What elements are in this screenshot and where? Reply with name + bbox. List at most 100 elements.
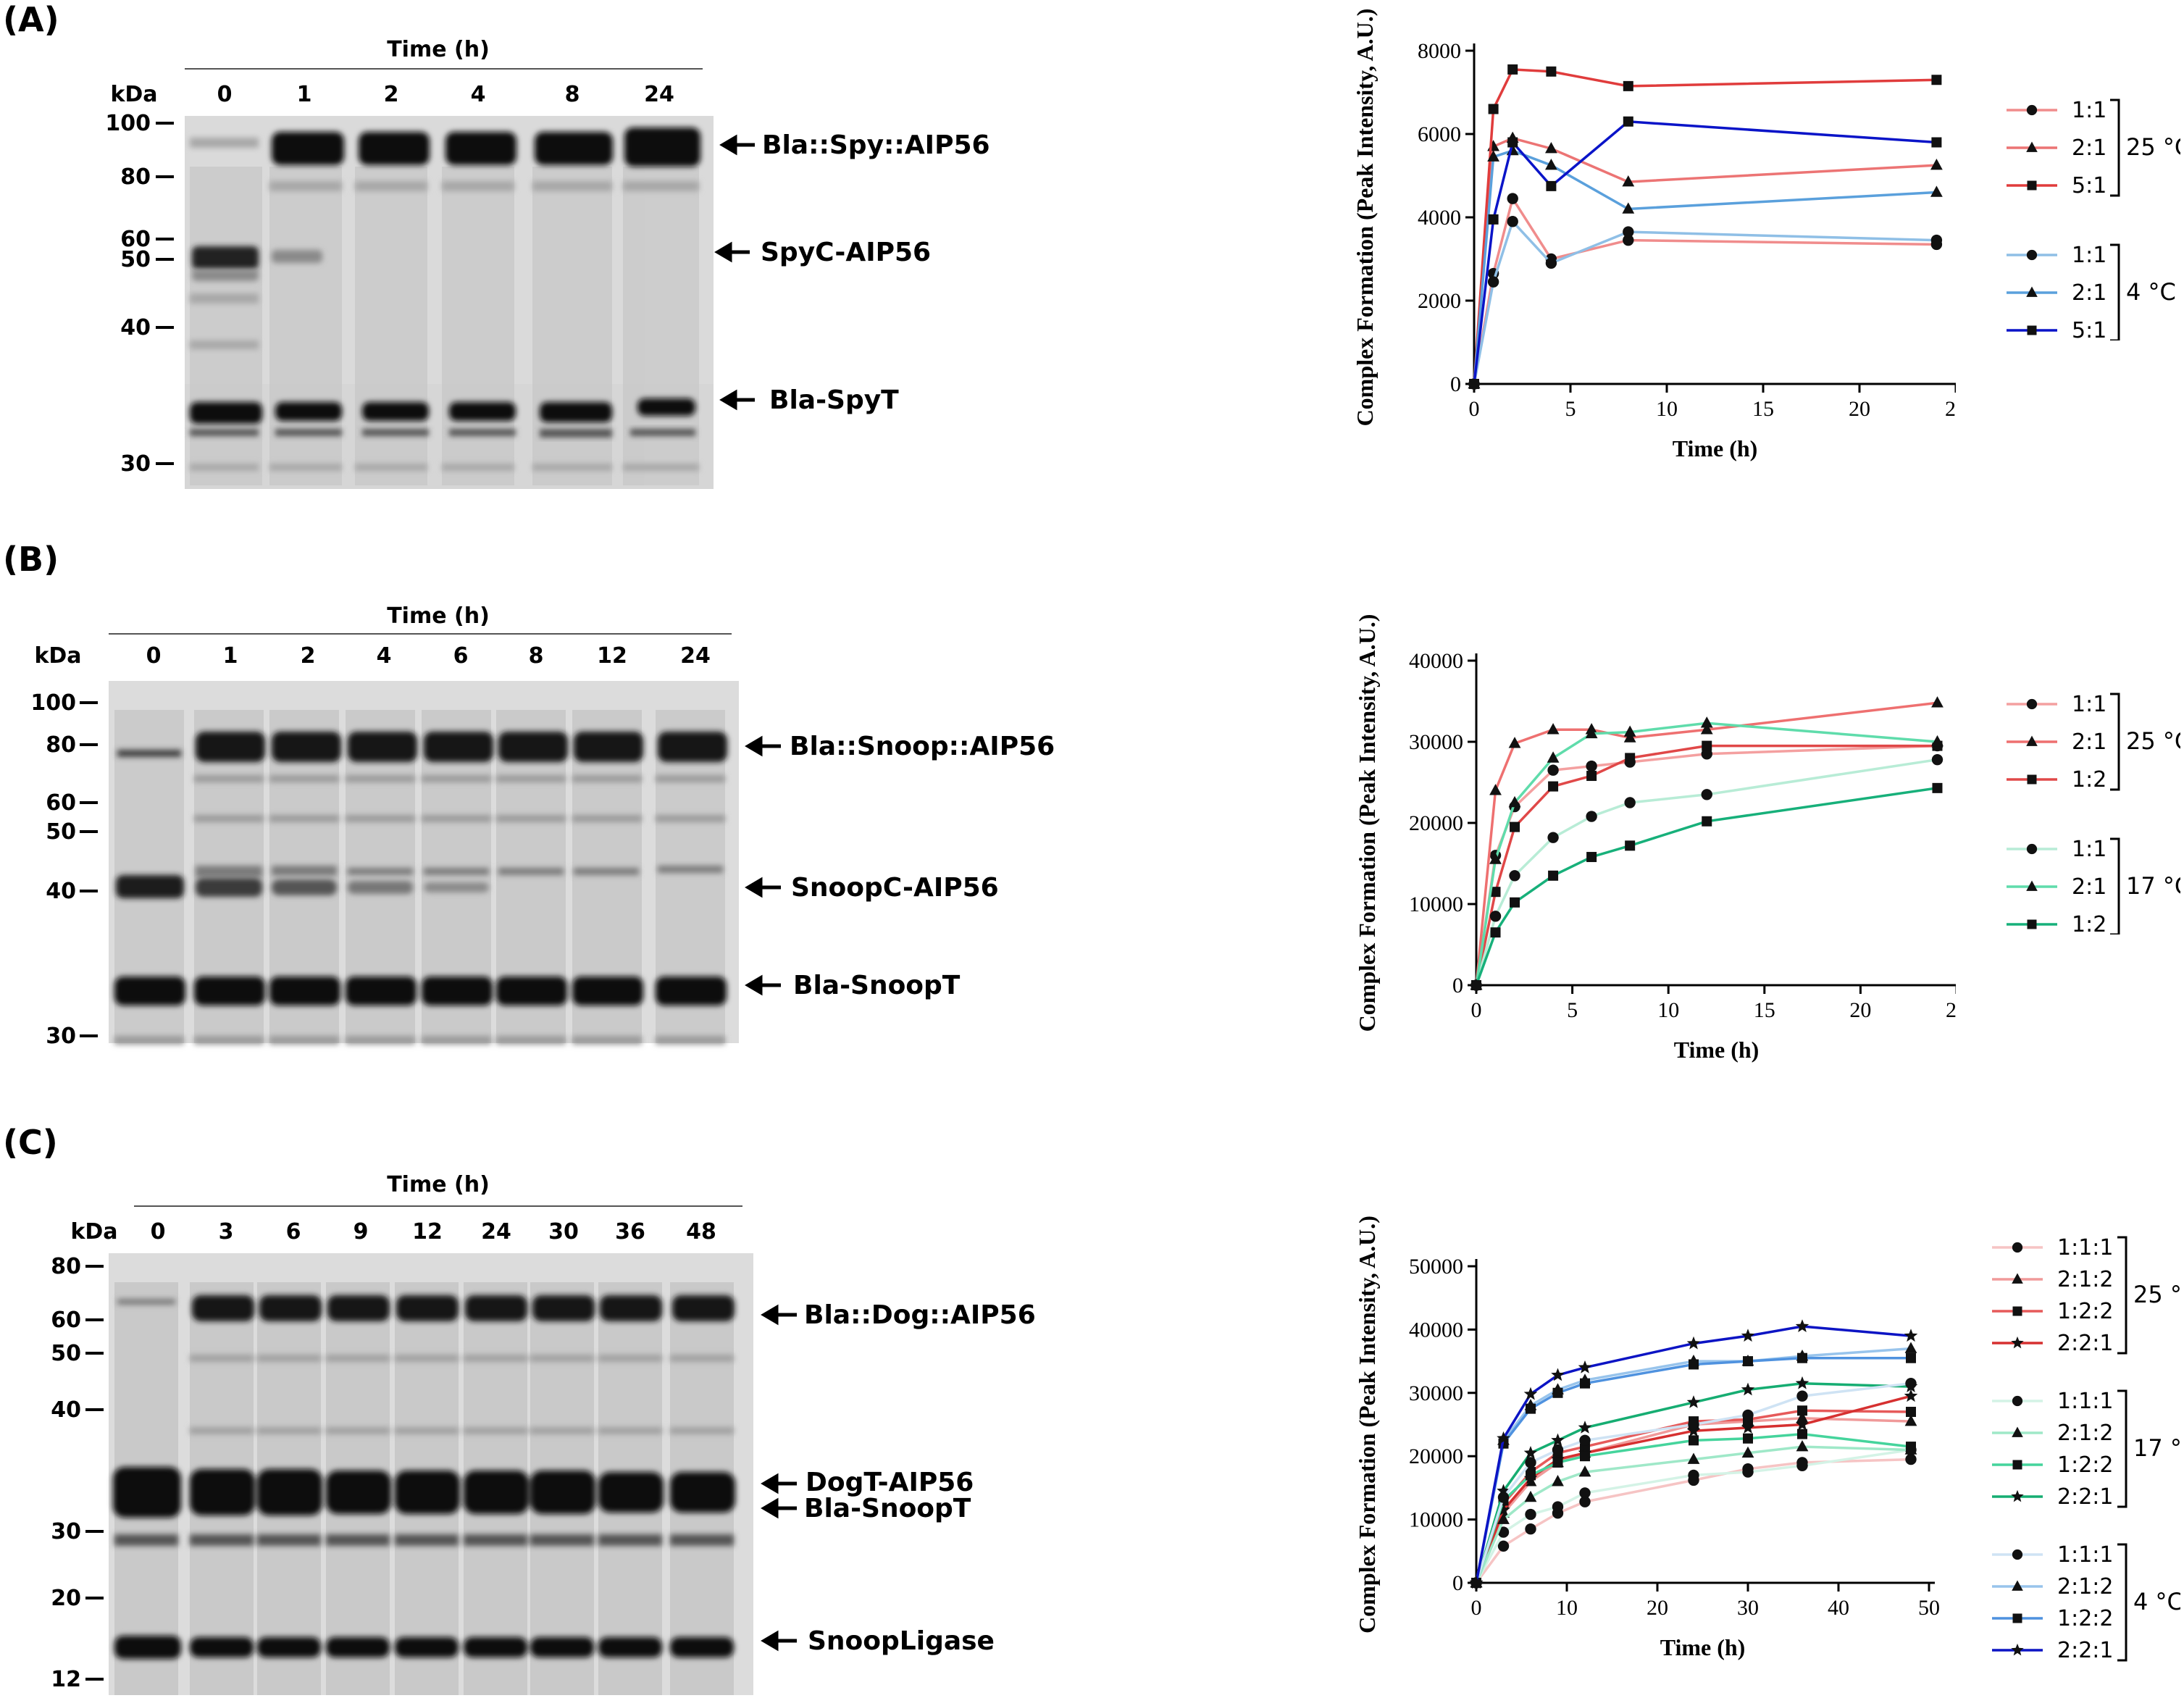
lane-label-b-6: 12 xyxy=(597,643,627,669)
data-point xyxy=(1930,185,1943,197)
legend-label: 1:1:1 xyxy=(2057,1235,2113,1260)
data-point xyxy=(1545,257,1557,269)
legend-marker xyxy=(2026,249,2038,261)
y-tick-label: 8000 xyxy=(1418,39,1461,63)
data-point xyxy=(1701,789,1712,800)
panel-label-b: (B) xyxy=(3,540,59,579)
data-point xyxy=(1741,1421,1755,1434)
legend-marker xyxy=(2012,1580,2023,1591)
data-point xyxy=(1547,764,1559,776)
marker-c-50: 50 xyxy=(51,1341,81,1366)
band-label-bla-spy-aip56: Bla::Spy::AIP56 xyxy=(762,130,990,160)
legend-entry: 1:2 xyxy=(2007,912,2106,937)
legend-marker xyxy=(2026,104,2038,116)
legend-bracket xyxy=(2110,837,2120,936)
data-point xyxy=(1523,1387,1538,1400)
data-point xyxy=(1743,1356,1753,1367)
legend-marker xyxy=(2011,1489,2024,1502)
legend-a: 1:1 2:1 5:1 25 °C 1:1 2:1 5:1 4 °C xyxy=(1999,94,2184,343)
legend-label: 2:1:2 xyxy=(2057,1421,2113,1446)
data-point xyxy=(1623,226,1634,238)
y-tick-label: 20000 xyxy=(1409,811,1463,835)
legend-label: 2:1 xyxy=(2072,729,2106,755)
lane-label-c-8: 48 xyxy=(686,1219,716,1245)
lane-label-c-5: 24 xyxy=(481,1219,511,1245)
x-tick-label: 10 xyxy=(1657,998,1679,1022)
series-line xyxy=(1475,744,1938,986)
data-point xyxy=(1545,142,1557,154)
data-point xyxy=(1931,735,1944,747)
legend-label: 1:2 xyxy=(2072,912,2106,934)
marker-c-40: 40 xyxy=(51,1397,81,1423)
x-tick-label: 0 xyxy=(1471,1596,1482,1620)
data-point xyxy=(1509,870,1520,882)
legend-label: 2:2:1 xyxy=(2057,1484,2113,1510)
legend-temp: 4 °C xyxy=(2126,278,2176,306)
x-tick-label: 20 xyxy=(1647,1596,1668,1620)
legend-temp: 4 °C xyxy=(2133,1588,2180,1615)
y-tick-label: 10000 xyxy=(1409,1508,1463,1532)
legend-entry: 2:2:1 xyxy=(1992,1638,2113,1663)
data-point xyxy=(1546,66,1557,77)
lane-label-a-4: 8 xyxy=(565,82,580,107)
data-point xyxy=(1578,1465,1591,1477)
data-point xyxy=(1586,760,1597,772)
data-point xyxy=(1547,832,1559,843)
x-tick-label: 20 xyxy=(1849,397,1870,421)
data-point xyxy=(1490,887,1501,898)
data-point xyxy=(1547,751,1560,763)
series-6 xyxy=(1469,116,1942,389)
x-axis-label: Time (h) xyxy=(1673,435,1758,461)
legend-entry: 2:1 xyxy=(2007,280,2106,306)
lane-label-b-7: 24 xyxy=(680,643,711,669)
data-point xyxy=(1586,771,1597,782)
data-point xyxy=(1700,716,1713,728)
data-point xyxy=(1906,1407,1916,1418)
chart-c: 0 10000 20000 30000 40000 50000 0 10 20 30 40 50 Tim… xyxy=(1318,1181,1956,1695)
series-10 xyxy=(1470,1342,1917,1588)
time-header-b: Time (h) xyxy=(387,603,490,629)
data-point xyxy=(1904,1415,1917,1426)
legend-entry: 2:1:2 xyxy=(1992,1574,2113,1599)
legend-entry: 1:2:2 xyxy=(1992,1299,2113,1324)
legend-marker xyxy=(2026,141,2038,152)
data-point xyxy=(1547,723,1560,735)
data-point xyxy=(1797,1429,1807,1439)
x-tick-label: 5 xyxy=(1565,397,1576,421)
legend-temp: 17 °C xyxy=(2133,1434,2180,1462)
x-tick-label: 30 xyxy=(1737,1596,1759,1620)
data-point xyxy=(1797,1352,1807,1363)
data-point xyxy=(1622,175,1635,187)
data-point xyxy=(1546,180,1557,191)
data-point xyxy=(1548,870,1559,881)
data-point xyxy=(1469,379,1479,389)
x-axis-label: Time (h) xyxy=(1674,1037,1760,1063)
data-point xyxy=(1579,1496,1591,1507)
data-point xyxy=(1796,1439,1809,1452)
data-point xyxy=(1623,725,1636,737)
data-point xyxy=(1906,1352,1916,1363)
marker-b-80: 80 xyxy=(46,732,76,758)
data-point xyxy=(1796,1411,1809,1423)
data-point xyxy=(1579,1434,1591,1447)
data-point xyxy=(1525,1523,1536,1535)
series-1 xyxy=(1470,740,1944,991)
time-header-c: Time (h) xyxy=(387,1172,490,1197)
legend-entry: 1:1 xyxy=(2007,98,2106,123)
data-point xyxy=(1905,1377,1917,1389)
y-tick-label: 40000 xyxy=(1409,649,1463,673)
data-point xyxy=(1497,1526,1510,1538)
legend-label: 1:1:1 xyxy=(2057,1389,2113,1414)
y-tick-label: 0 xyxy=(1452,974,1463,998)
legend-bracket xyxy=(2117,1389,2127,1508)
legend-marker xyxy=(2012,1549,2023,1560)
data-point xyxy=(1687,1452,1700,1464)
legend-bracket xyxy=(2110,693,2120,791)
series-line xyxy=(1473,68,1937,385)
legend-b: 1:1 2:1 1:2 25 °C 1:1 2:1 1:2 17 °C xyxy=(1999,688,2184,937)
x-tick-label: 10 xyxy=(1656,397,1678,421)
data-point xyxy=(1741,1382,1755,1396)
data-point xyxy=(1525,1508,1536,1521)
series-4 xyxy=(1470,753,1944,991)
y-tick-label: 0 xyxy=(1450,372,1461,396)
